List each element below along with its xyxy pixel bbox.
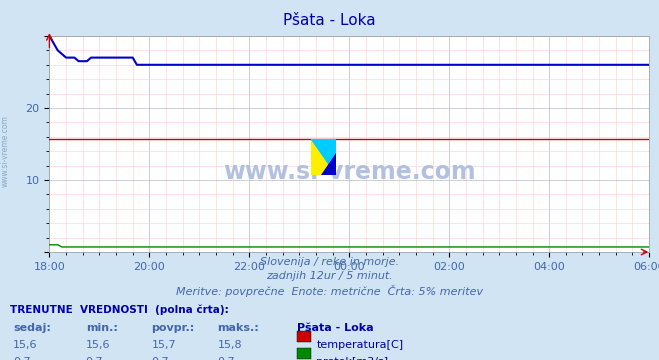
Text: min.:: min.: xyxy=(86,323,117,333)
Polygon shape xyxy=(321,153,336,175)
Text: pretok[m3/s]: pretok[m3/s] xyxy=(316,357,388,360)
Polygon shape xyxy=(311,139,336,175)
Text: maks.:: maks.: xyxy=(217,323,259,333)
Text: 0,7: 0,7 xyxy=(152,357,169,360)
Text: 15,6: 15,6 xyxy=(13,340,38,350)
Text: povpr.:: povpr.: xyxy=(152,323,195,333)
Text: www.si-vreme.com: www.si-vreme.com xyxy=(223,160,476,184)
Text: 0,7: 0,7 xyxy=(86,357,103,360)
Text: 15,6: 15,6 xyxy=(86,340,110,350)
Text: 15,8: 15,8 xyxy=(217,340,242,350)
Text: 0,7: 0,7 xyxy=(217,357,235,360)
Text: Pšata - Loka: Pšata - Loka xyxy=(283,13,376,28)
Text: 15,7: 15,7 xyxy=(152,340,176,350)
Text: zadnjih 12ur / 5 minut.: zadnjih 12ur / 5 minut. xyxy=(266,271,393,281)
Text: temperatura[C]: temperatura[C] xyxy=(316,340,403,350)
Text: TRENUTNE  VREDNOSTI  (polna črta):: TRENUTNE VREDNOSTI (polna črta): xyxy=(10,304,229,315)
Text: www.si-vreme.com: www.si-vreme.com xyxy=(1,115,10,187)
Text: Meritve: povprečne  Enote: metrične  Črta: 5% meritev: Meritve: povprečne Enote: metrične Črta:… xyxy=(176,285,483,297)
Text: Slovenija / reke in morje.: Slovenija / reke in morje. xyxy=(260,257,399,267)
Polygon shape xyxy=(311,139,336,175)
Text: 0,7: 0,7 xyxy=(13,357,31,360)
Text: sedaj:: sedaj: xyxy=(13,323,51,333)
Text: Pšata - Loka: Pšata - Loka xyxy=(297,323,373,333)
